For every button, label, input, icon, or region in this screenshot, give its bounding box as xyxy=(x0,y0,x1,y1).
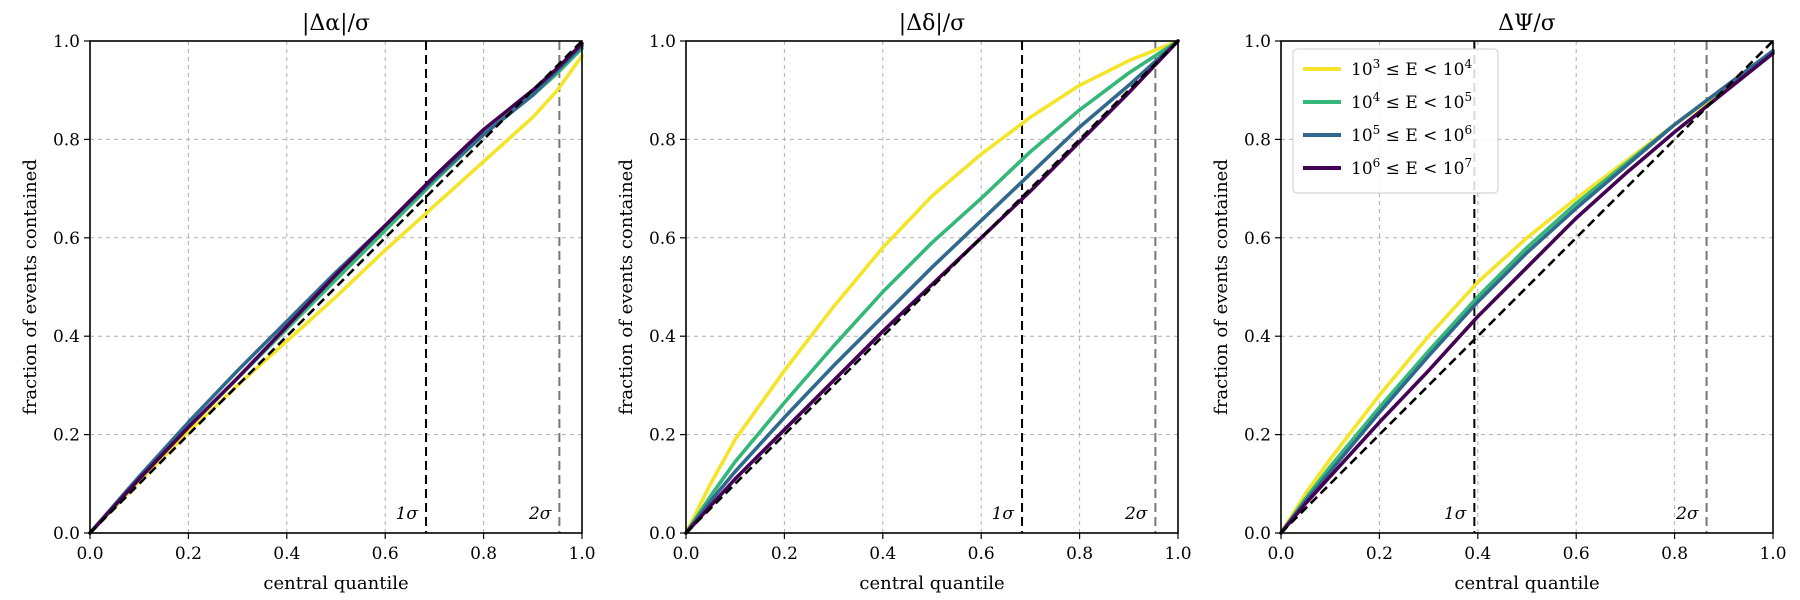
x-tick-label: 1.0 xyxy=(568,544,595,564)
y-axis-label: fraction of events contained xyxy=(616,159,637,415)
y-tick-label: 0.6 xyxy=(1244,229,1271,249)
axes-frame xyxy=(685,40,1179,534)
sigma-label-2: 2σ xyxy=(1675,504,1699,524)
y-tick-label: 0.6 xyxy=(649,229,676,249)
chart-title: ΔΨ/σ xyxy=(1498,11,1556,36)
x-tick-label: 0.6 xyxy=(372,544,399,564)
y-tick-label: 0.8 xyxy=(53,130,80,150)
y-tick-label: 0.4 xyxy=(649,327,676,347)
chart-panel-1: 1σ 2σ 0.0 0.2 0.4 0.6 0.8 1.0 0.0 0.2 0.4 0.6 0.8 1.0… xyxy=(20,11,596,594)
x-axis-label: central quantile xyxy=(1454,573,1599,594)
chart-panel-3: 1σ 2σ 0.0 0.2 0.4 0.6 0.8 1.0 0.0 0.2 0.4 0.6 0.8 1.0… xyxy=(1211,11,1787,594)
series-line-2 xyxy=(684,39,1180,535)
series-line-4 xyxy=(1279,51,1775,535)
x-axis-label: central quantile xyxy=(859,573,1004,594)
x-tick-label: 0.8 xyxy=(1661,544,1688,564)
series-line-4 xyxy=(684,39,1180,535)
y-tick-label: 0.2 xyxy=(1244,426,1271,446)
legend-label-2: 104 ≤ E < 105 xyxy=(1351,90,1472,113)
x-tick-label: 0.2 xyxy=(175,544,202,564)
sigma-label-1: 1σ xyxy=(396,504,419,524)
x-tick-label: 0.0 xyxy=(76,544,103,564)
y-tick-label: 0.8 xyxy=(1244,130,1271,150)
y-tick-label: 1.0 xyxy=(649,32,676,52)
diagonal-reference-line xyxy=(89,40,583,534)
chart-title: |Δα|/σ xyxy=(302,11,370,36)
x-tick-label: 0.2 xyxy=(771,544,798,564)
y-tick-label: 0.0 xyxy=(1244,524,1271,544)
x-tick-label: 0.6 xyxy=(968,544,995,564)
x-tick-label: 0.0 xyxy=(1267,544,1294,564)
y-tick-label: 0.8 xyxy=(649,130,676,150)
y-tick-label: 1.0 xyxy=(1244,32,1271,52)
legend-label-3: 105 ≤ E < 106 xyxy=(1351,123,1472,146)
x-tick-label: 0.0 xyxy=(672,544,699,564)
y-tick-label: 0.2 xyxy=(53,426,80,446)
sigma-label-2: 2σ xyxy=(528,504,552,524)
y-tick-label: 0.0 xyxy=(649,524,676,544)
y-tick-label: 0.4 xyxy=(53,327,80,347)
legend: 103 ≤ E < 104 104 ≤ E < 105 105 ≤ E < 106 1… xyxy=(1292,48,1499,194)
legend-box xyxy=(1292,48,1499,194)
x-tick-label: 0.8 xyxy=(470,544,497,564)
axes-frame xyxy=(1280,40,1774,534)
series-line-3 xyxy=(684,39,1180,535)
x-tick-label: 0.4 xyxy=(273,544,300,564)
y-tick-label: 1.0 xyxy=(53,32,80,52)
x-tick-label: 0.4 xyxy=(869,544,896,564)
sigma-label-2: 2σ xyxy=(1124,504,1148,524)
series-line-1 xyxy=(88,54,584,535)
legend-label-4: 106 ≤ E < 107 xyxy=(1351,156,1472,179)
y-tick-label: 0.6 xyxy=(53,229,80,249)
diagonal-reference-line xyxy=(1280,40,1774,534)
chart-panel-2: 1σ 2σ 0.0 0.2 0.4 0.6 0.8 1.0 0.0 0.2 0.4 0.6 0.8 1.0… xyxy=(616,11,1192,594)
y-tick-label: 0.2 xyxy=(649,426,676,446)
x-tick-label: 0.6 xyxy=(1563,544,1590,564)
x-tick-label: 0.8 xyxy=(1066,544,1093,564)
x-tick-label: 0.2 xyxy=(1366,544,1393,564)
sigma-label-1: 1σ xyxy=(1444,504,1467,524)
x-tick-label: 1.0 xyxy=(1164,544,1191,564)
axes-frame xyxy=(89,40,583,534)
x-tick-label: 1.0 xyxy=(1759,544,1786,564)
y-tick-label: 0.4 xyxy=(1244,327,1271,347)
chart-title: |Δδ|/σ xyxy=(899,11,965,36)
y-tick-label: 0.0 xyxy=(53,524,80,544)
series-line-1 xyxy=(684,39,1180,535)
y-axis-label: fraction of events contained xyxy=(1211,159,1232,415)
series-line-3 xyxy=(1279,49,1775,535)
x-tick-label: 0.4 xyxy=(1464,544,1491,564)
legend-label-1: 103 ≤ E < 104 xyxy=(1351,57,1472,80)
x-axis-label: central quantile xyxy=(263,573,408,594)
sigma-label-1: 1σ xyxy=(992,504,1015,524)
y-axis-label: fraction of events contained xyxy=(20,159,41,415)
diagonal-reference-line xyxy=(685,40,1179,534)
